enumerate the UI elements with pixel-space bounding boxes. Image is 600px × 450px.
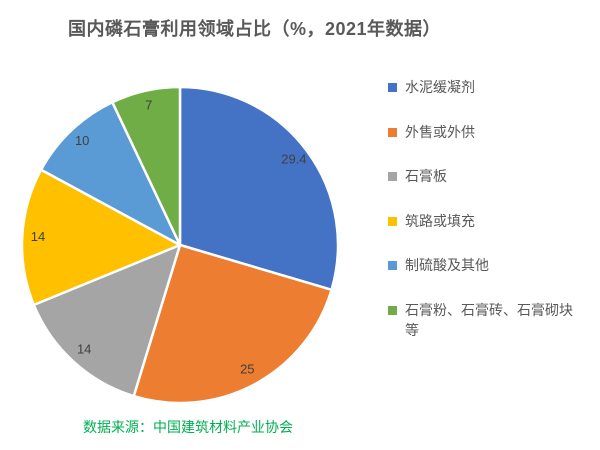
legend-swatch-icon [388, 127, 397, 137]
source-note: 数据来源：中国建筑材料产业协会 [83, 419, 293, 435]
legend-item-3: 石膏板 [388, 167, 586, 187]
legend-label: 外售或外供 [405, 123, 475, 140]
legend-swatch-icon [388, 172, 397, 182]
pie-slice-3 [32, 243, 182, 398]
legend-item-4: 筑路或填充 [388, 212, 586, 232]
slice-label-1: 29.4 [281, 151, 306, 166]
legend-item-1: 水泥缓凝剂 [388, 78, 586, 98]
legend-label: 石膏板 [405, 168, 447, 185]
legend: 水泥缓凝剂外售或外供石膏板筑路或填充制硫酸及其他石膏粉、石膏砖、石膏砌块等 [388, 78, 586, 365]
page-title: 国内磷石膏利用领域占比（%，2021年数据） [68, 19, 442, 39]
slice-label-4: 14 [31, 229, 45, 244]
slice-label-2: 25 [240, 362, 254, 377]
legend-swatch-icon [388, 83, 397, 92]
slice-label-5: 10 [75, 133, 89, 148]
slice-label-3: 14 [77, 342, 91, 357]
legend-label: 筑路或填充 [405, 212, 475, 229]
legend-item-2: 外售或外供 [388, 123, 586, 143]
pie-slice-1 [178, 85, 340, 292]
pie-slice-5 [39, 100, 182, 247]
legend-swatch-icon [388, 305, 397, 315]
legend-item-6: 石膏粉、石膏砖、石膏砌块等 [388, 301, 586, 340]
pie-slice-4 [20, 168, 182, 307]
legend-label: 石膏粉、石膏砖、石膏砌块等 [405, 301, 573, 338]
legend-swatch-icon [388, 216, 397, 226]
legend-item-5: 制硫酸及其他 [388, 256, 586, 276]
slice-label-6: 7 [145, 98, 152, 113]
pie-slice-2 [132, 243, 333, 405]
pie-slice-6 [111, 85, 182, 247]
legend-swatch-icon [388, 261, 397, 271]
legend-label: 水泥缓凝剂 [405, 79, 475, 95]
legend-label: 制硫酸及其他 [405, 257, 489, 274]
